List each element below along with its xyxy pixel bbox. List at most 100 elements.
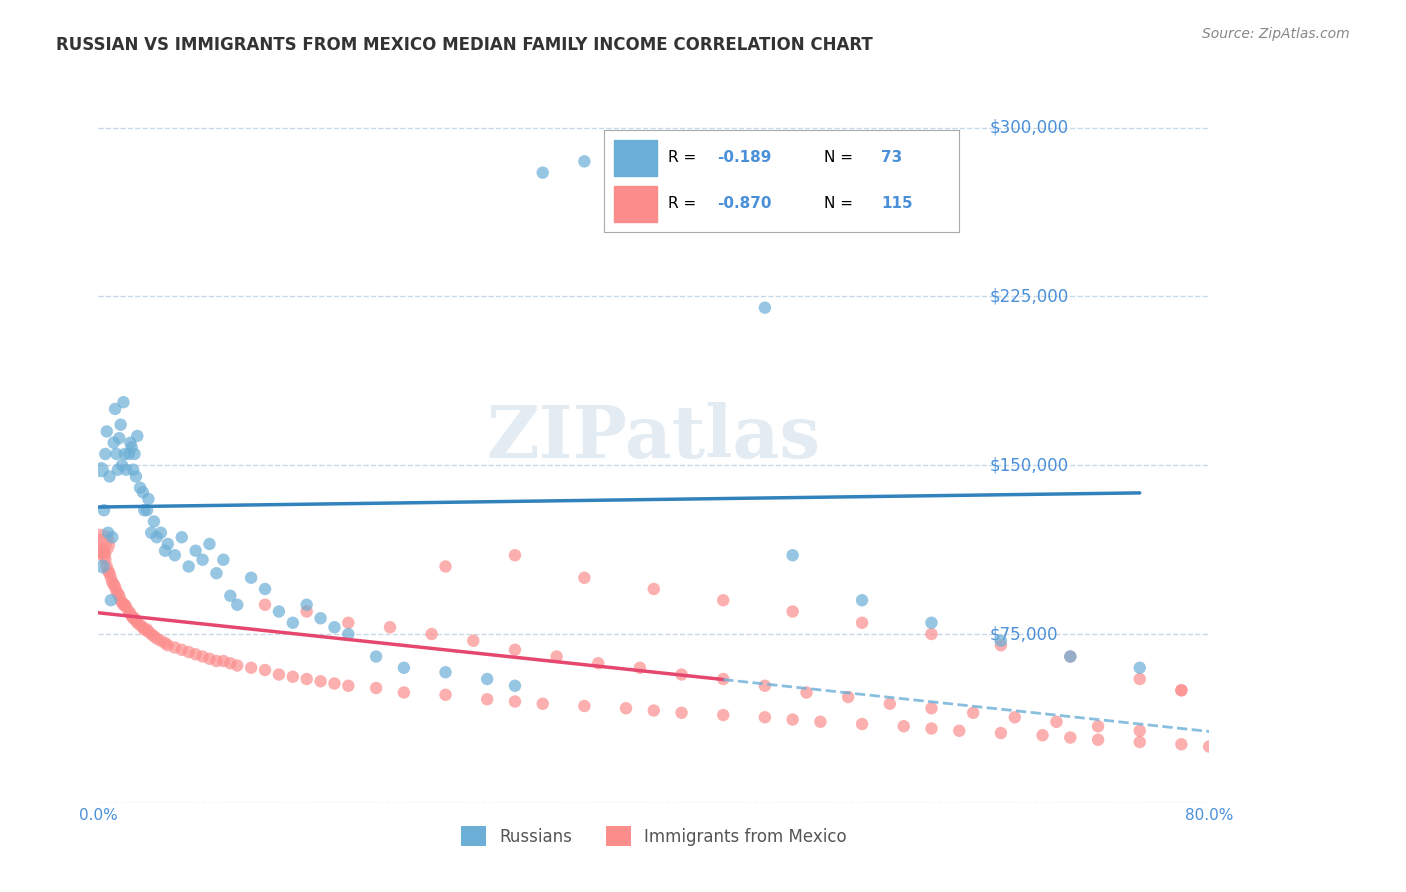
Point: [420, 627, 443, 641]
Point: [643, 704, 665, 718]
Point: [100, 571, 122, 585]
Point: [253, 582, 276, 596]
Point: [110, 417, 132, 432]
Point: [110, 593, 132, 607]
Point: [1129, 735, 1152, 749]
Point: [91, 559, 114, 574]
Point: [89, 537, 111, 551]
Point: [112, 395, 135, 409]
Point: [170, 642, 193, 657]
Point: [337, 679, 360, 693]
Point: [177, 559, 200, 574]
Point: [198, 537, 221, 551]
Point: [574, 571, 596, 585]
Point: [94, 447, 117, 461]
Point: [125, 469, 148, 483]
Text: $150,000: $150,000: [990, 456, 1069, 475]
Point: [1059, 731, 1081, 745]
Point: [90, 463, 112, 477]
Point: [281, 670, 304, 684]
Point: [132, 485, 155, 500]
Point: [156, 537, 179, 551]
Point: [96, 559, 118, 574]
Point: [219, 589, 242, 603]
Point: [711, 672, 734, 686]
Point: [226, 598, 249, 612]
Point: [105, 447, 128, 461]
Point: [145, 632, 167, 646]
Point: [120, 607, 142, 621]
Point: [138, 624, 160, 639]
Point: [121, 440, 143, 454]
Point: [643, 161, 665, 175]
Point: [614, 150, 637, 164]
Point: [118, 605, 141, 619]
Point: [1087, 732, 1109, 747]
Point: [920, 722, 942, 736]
Point: [962, 706, 984, 720]
Point: [1032, 728, 1054, 742]
Point: [1129, 661, 1152, 675]
Point: [475, 692, 499, 706]
Point: [219, 657, 242, 671]
Text: $75,000: $75,000: [990, 625, 1057, 643]
Point: [948, 723, 970, 738]
Point: [124, 447, 146, 461]
Point: [94, 553, 117, 567]
Point: [111, 458, 134, 473]
Point: [574, 699, 596, 714]
Point: [920, 615, 942, 630]
Point: [503, 548, 526, 562]
Point: [754, 710, 776, 724]
Point: [990, 638, 1012, 652]
Point: [782, 605, 804, 619]
Point: [212, 654, 235, 668]
Point: [112, 598, 135, 612]
Point: [163, 548, 186, 562]
Point: [191, 553, 214, 567]
Point: [90, 537, 112, 551]
Point: [1198, 739, 1220, 754]
Point: [115, 599, 138, 614]
Text: $300,000: $300,000: [990, 119, 1069, 136]
Point: [184, 543, 207, 558]
Point: [295, 672, 318, 686]
Point: [136, 623, 159, 637]
Point: [851, 593, 873, 607]
Point: [198, 652, 221, 666]
Point: [503, 642, 526, 657]
Point: [108, 431, 131, 445]
Point: [337, 615, 360, 630]
Point: [503, 679, 526, 693]
Point: [920, 627, 942, 641]
Point: [295, 605, 318, 619]
Text: ZIPatlas: ZIPatlas: [486, 401, 821, 473]
Point: [574, 154, 596, 169]
Point: [191, 649, 214, 664]
Point: [107, 463, 129, 477]
Point: [170, 530, 193, 544]
Point: [103, 577, 125, 591]
Point: [503, 694, 526, 708]
Point: [392, 685, 415, 699]
Point: [111, 595, 134, 609]
Text: Source: ZipAtlas.com: Source: ZipAtlas.com: [1202, 27, 1350, 41]
Point: [588, 657, 610, 671]
Point: [100, 593, 122, 607]
Point: [156, 638, 179, 652]
Point: [115, 463, 138, 477]
Point: [240, 571, 263, 585]
Point: [1059, 649, 1081, 664]
Point: [108, 589, 131, 603]
Point: [366, 649, 388, 664]
Point: [125, 614, 148, 628]
Point: [1170, 737, 1192, 751]
Point: [323, 620, 346, 634]
Point: [782, 548, 804, 562]
Point: [1087, 719, 1109, 733]
Point: [184, 647, 207, 661]
Point: [378, 620, 401, 634]
Point: [105, 584, 128, 599]
Point: [671, 667, 693, 681]
Point: [98, 469, 121, 483]
